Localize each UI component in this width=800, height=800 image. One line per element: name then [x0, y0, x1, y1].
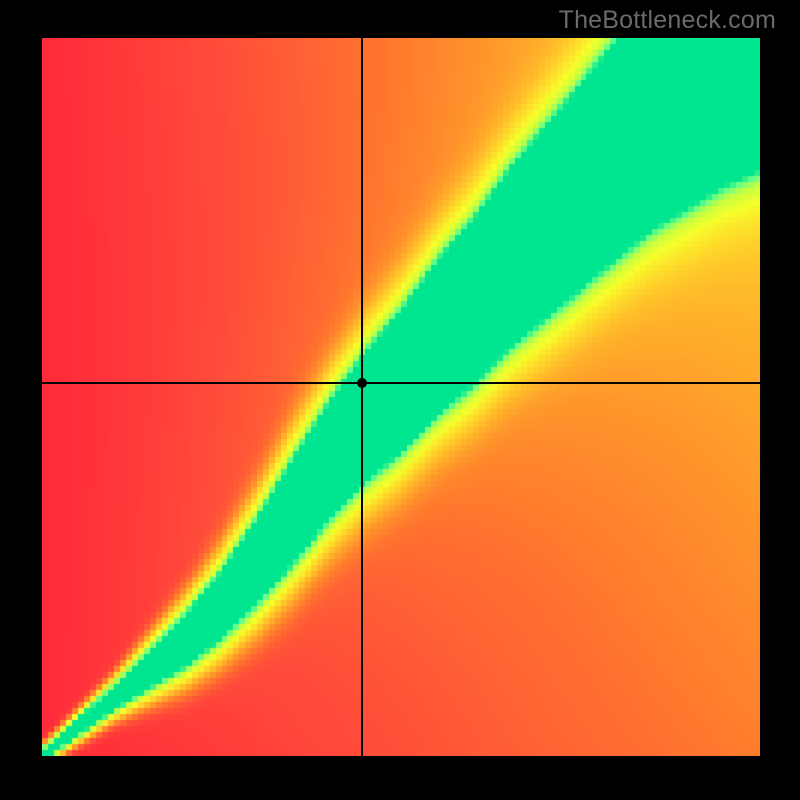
chart-container: TheBottleneck.com: [0, 0, 800, 800]
crosshair-horizontal: [42, 382, 760, 384]
crosshair-vertical: [361, 38, 363, 756]
marker-point: [357, 378, 367, 388]
heatmap-canvas: [42, 38, 760, 756]
watermark-text: TheBottleneck.com: [559, 6, 776, 35]
